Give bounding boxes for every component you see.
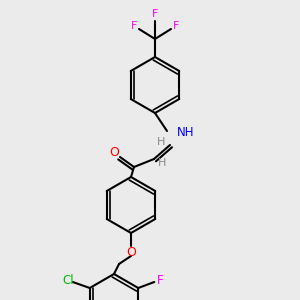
Text: F: F — [131, 21, 137, 31]
Text: H: H — [158, 158, 166, 168]
Text: O: O — [126, 245, 136, 259]
Text: F: F — [152, 9, 158, 19]
Text: F: F — [157, 274, 164, 286]
Text: NH: NH — [177, 127, 194, 140]
Text: O: O — [109, 146, 119, 160]
Text: Cl: Cl — [62, 274, 74, 286]
Text: H: H — [157, 137, 165, 147]
Text: F: F — [173, 21, 179, 31]
